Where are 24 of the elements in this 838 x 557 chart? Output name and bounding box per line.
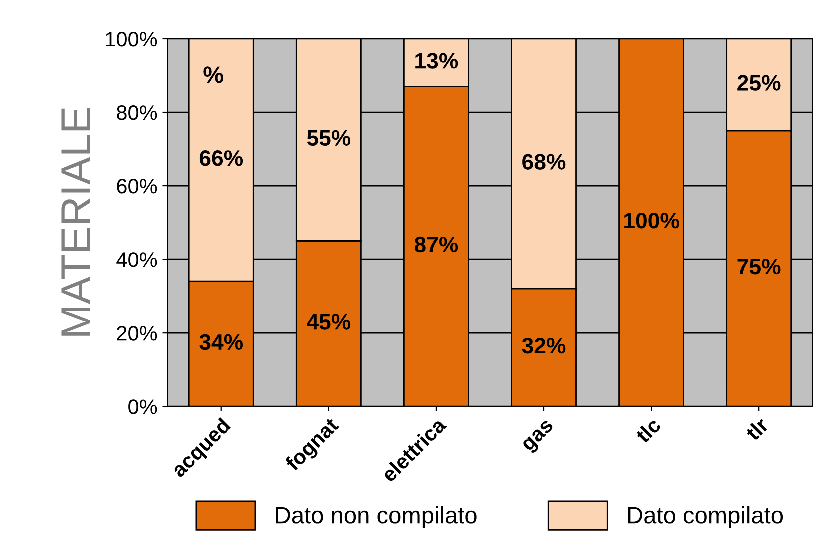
x-tick-label: tlc xyxy=(634,416,662,444)
legend-label: Dato compilato xyxy=(628,506,784,528)
y-tick-label: 0% xyxy=(128,400,158,414)
data-label: 68% xyxy=(522,154,566,170)
data-label: 13% xyxy=(416,53,458,69)
y-tick-label: 80% xyxy=(117,106,158,120)
y-axis-title: MATERIALE xyxy=(62,108,90,336)
annotation: % xyxy=(204,66,224,84)
data-label: 66% xyxy=(200,150,244,166)
y-tick-label: 20% xyxy=(117,326,158,341)
data-label: 55% xyxy=(307,130,351,146)
data-label: 45% xyxy=(307,314,351,330)
x-tick-label: gas xyxy=(522,420,558,455)
data-label: 75% xyxy=(738,259,781,275)
data-label: 32% xyxy=(522,338,566,354)
data-label: 87% xyxy=(414,236,458,253)
y-tick-label: 40% xyxy=(116,252,158,268)
data-label: 25% xyxy=(738,75,781,91)
y-tick-label: 100% xyxy=(106,32,158,47)
data-label: 100% xyxy=(624,213,680,229)
x-tick-label: tlr xyxy=(744,416,770,442)
legend-label: Dato non compilato xyxy=(276,506,477,528)
data-label: 34% xyxy=(200,334,244,350)
y-tick-label: 60% xyxy=(117,179,158,194)
